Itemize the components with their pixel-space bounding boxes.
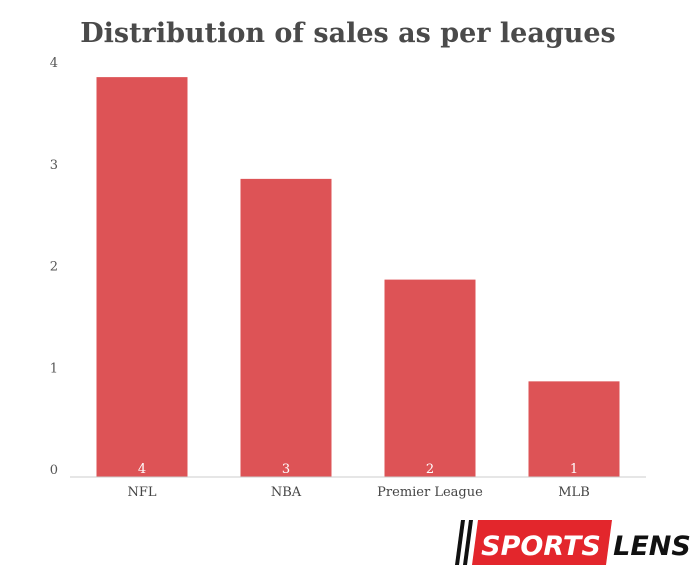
y-tick-label: 1 xyxy=(50,361,58,376)
bar-data-label: 3 xyxy=(282,462,290,477)
y-tick-label: 4 xyxy=(50,56,58,71)
bar-data-label: 2 xyxy=(426,462,434,477)
bars xyxy=(96,77,620,477)
y-axis-ticks: 0 1 2 3 4 xyxy=(50,56,58,478)
logo-red-block xyxy=(472,520,612,565)
logo-text-lens: LENS xyxy=(613,531,691,562)
logo-stripe-2 xyxy=(463,520,473,565)
y-tick-label: 2 xyxy=(50,260,58,275)
x-tick-label: Premier League xyxy=(377,485,483,500)
data-labels: 4 3 2 1 xyxy=(138,462,578,477)
y-tick-label: 3 xyxy=(50,158,58,173)
x-tick-label: NFL xyxy=(127,485,156,500)
sports-lens-logo: SPORTS LENS xyxy=(455,520,691,565)
logo-stripe-1 xyxy=(455,520,465,565)
logo-text-sports: SPORTS xyxy=(481,531,601,562)
bar xyxy=(240,178,332,477)
x-tick-label: MLB xyxy=(558,485,590,500)
bar xyxy=(384,279,476,477)
x-tick-label: NBA xyxy=(271,485,302,500)
bar xyxy=(96,77,188,477)
x-axis-ticks: NFL NBA Premier League MLB xyxy=(127,485,589,500)
bar xyxy=(528,381,620,477)
chart-title: Distribution of sales as per leagues xyxy=(80,18,615,49)
bar-data-label: 4 xyxy=(138,462,146,477)
bar-data-label: 1 xyxy=(570,462,578,477)
y-tick-label: 0 xyxy=(50,463,58,478)
